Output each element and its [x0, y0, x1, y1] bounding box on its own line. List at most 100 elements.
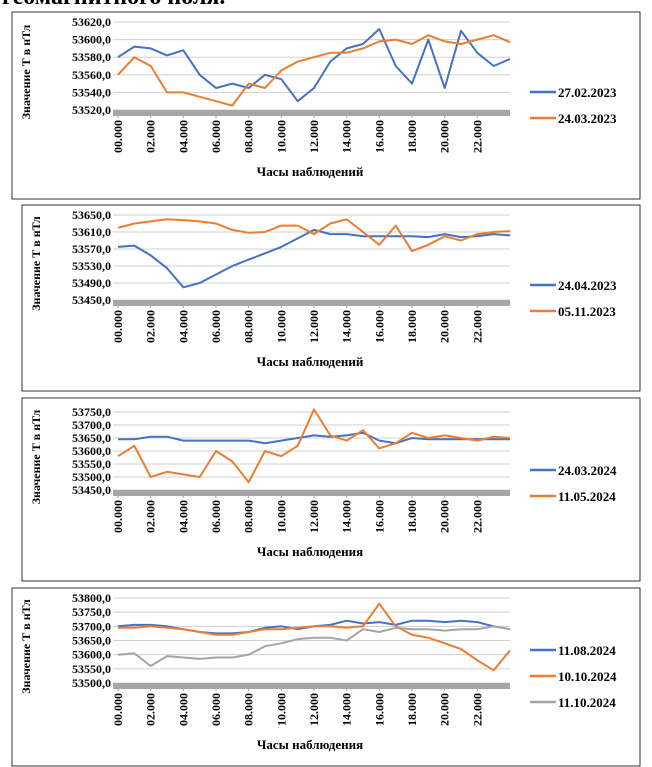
legend-label: 24.03.2023	[558, 111, 617, 126]
x-tick-label: 00.000	[111, 310, 125, 343]
y-axis-title: Значение Т в нТл	[19, 599, 33, 694]
x-tick-label: 08.000	[242, 500, 256, 533]
y-tick-label: 53620,0	[72, 15, 111, 29]
x-tick-label: 06.000	[209, 310, 223, 343]
x-tick-label: 14.000	[340, 500, 354, 533]
x-tick-label: 12.000	[307, 310, 321, 343]
x-tick-label: 08.000	[242, 120, 256, 153]
x-tick-label: 22.000	[470, 120, 484, 153]
y-tick-label: 53450,0	[72, 293, 111, 307]
x-tick-label: 16.000	[372, 693, 386, 726]
chart-frame	[21, 397, 641, 582]
x-tick-label: 10.000	[274, 120, 288, 153]
y-tick-label: 53570,0	[72, 242, 111, 256]
x-axis-bar	[113, 490, 510, 496]
x-axis-bar	[113, 300, 510, 306]
x-tick-label: 18.000	[405, 693, 419, 726]
x-tick-label: 10.000	[274, 500, 288, 533]
y-tick-label: 53560,0	[72, 68, 111, 82]
x-tick-label: 04.000	[176, 310, 190, 343]
y-tick-label: 53600,0	[72, 648, 111, 662]
x-tick-label: 12.000	[307, 120, 321, 153]
y-tick-label: 53500,0	[72, 676, 111, 690]
chart-frame	[21, 204, 641, 392]
legend-label: 11.10.2024	[558, 695, 616, 710]
y-tick-label: 53580,0	[72, 50, 111, 64]
x-axis-title: Часы наблюдения	[257, 544, 363, 559]
legend-label: 05.11.2023	[558, 304, 616, 319]
chart-frame	[11, 587, 641, 767]
y-tick-label: 53750,0	[72, 605, 111, 619]
x-tick-label: 14.000	[340, 120, 354, 153]
y-tick-label: 53650,0	[72, 431, 111, 445]
x-tick-label: 00.000	[111, 120, 125, 153]
x-tick-label: 06.000	[209, 693, 223, 726]
chart-frame	[11, 11, 641, 200]
x-tick-label: 04.000	[176, 120, 190, 153]
x-tick-label: 20.000	[438, 120, 452, 153]
x-tick-label: 00.000	[111, 693, 125, 726]
x-tick-label: 10.000	[274, 310, 288, 343]
series-line	[118, 431, 510, 445]
x-tick-label: 20.000	[438, 500, 452, 533]
x-tick-label: 06.000	[209, 120, 223, 153]
x-tick-label: 14.000	[340, 693, 354, 726]
x-tick-label: 12.000	[307, 500, 321, 533]
legend-label: 24.04.2023	[558, 278, 617, 293]
x-tick-label: 22.000	[470, 310, 484, 343]
legend-label: 11.08.2024	[558, 643, 616, 658]
y-tick-label: 53550,0	[72, 662, 111, 676]
y-tick-label: 53500,0	[72, 470, 111, 484]
x-tick-label: 08.000	[242, 693, 256, 726]
y-tick-label: 53450,0	[72, 483, 111, 497]
y-tick-label: 53550,0	[72, 457, 111, 471]
legend-label: 10.10.2024	[558, 669, 617, 684]
y-tick-label: 53750,0	[72, 405, 111, 419]
x-axis-title: Часы наблюдения	[257, 737, 363, 752]
series-line	[117, 218, 511, 253]
y-tick-label: 53700,0	[72, 418, 111, 432]
y-tick-label: 53610,0	[72, 225, 111, 239]
x-tick-label: 20.000	[438, 310, 452, 343]
series-line	[117, 34, 511, 107]
x-tick-label: 02.000	[144, 310, 158, 343]
legend-label: 27.02.2023	[558, 85, 617, 100]
series-line	[117, 28, 511, 103]
y-tick-label: 53540,0	[72, 85, 111, 99]
x-axis-title: Часы наблюдений	[257, 164, 364, 179]
series-line	[117, 408, 511, 484]
x-tick-label: 02.000	[144, 120, 158, 153]
series-line	[117, 625, 511, 667]
series-line	[118, 602, 511, 672]
x-tick-label: 10.000	[274, 693, 288, 726]
x-tick-label: 04.000	[176, 693, 190, 726]
y-tick-label: 53600,0	[72, 33, 111, 47]
x-tick-label: 02.000	[144, 500, 158, 533]
y-tick-label: 53600,0	[72, 444, 111, 458]
x-tick-label: 04.000	[176, 500, 190, 533]
x-tick-label: 16.000	[372, 120, 386, 153]
x-tick-label: 18.000	[405, 310, 419, 343]
header-text: геомагнитного поля.	[2, 0, 225, 10]
x-tick-label: 20.000	[438, 693, 452, 726]
y-tick-label: 53490,0	[72, 276, 111, 290]
x-tick-label: 18.000	[405, 120, 419, 153]
x-tick-label: 22.000	[470, 500, 484, 533]
y-tick-label: 53650,0	[72, 208, 111, 222]
x-tick-label: 08.000	[242, 310, 256, 343]
y-axis-title: Значение Т в нТл	[29, 216, 43, 311]
y-tick-label: 53700,0	[72, 619, 111, 633]
x-tick-label: 14.000	[340, 310, 354, 343]
x-tick-label: 02.000	[144, 693, 158, 726]
x-tick-label: 18.000	[405, 500, 419, 533]
y-axis-title: Значение Т в нТл	[29, 409, 43, 504]
x-tick-label: 06.000	[209, 500, 223, 533]
y-axis-title: Значение Т в нТл	[19, 24, 33, 119]
x-tick-label: 00.000	[111, 500, 125, 533]
series-line	[117, 228, 511, 289]
y-tick-label: 53650,0	[72, 634, 111, 648]
x-tick-label: 16.000	[372, 310, 386, 343]
y-tick-label: 53520,0	[72, 103, 111, 117]
x-tick-label: 12.000	[307, 693, 321, 726]
